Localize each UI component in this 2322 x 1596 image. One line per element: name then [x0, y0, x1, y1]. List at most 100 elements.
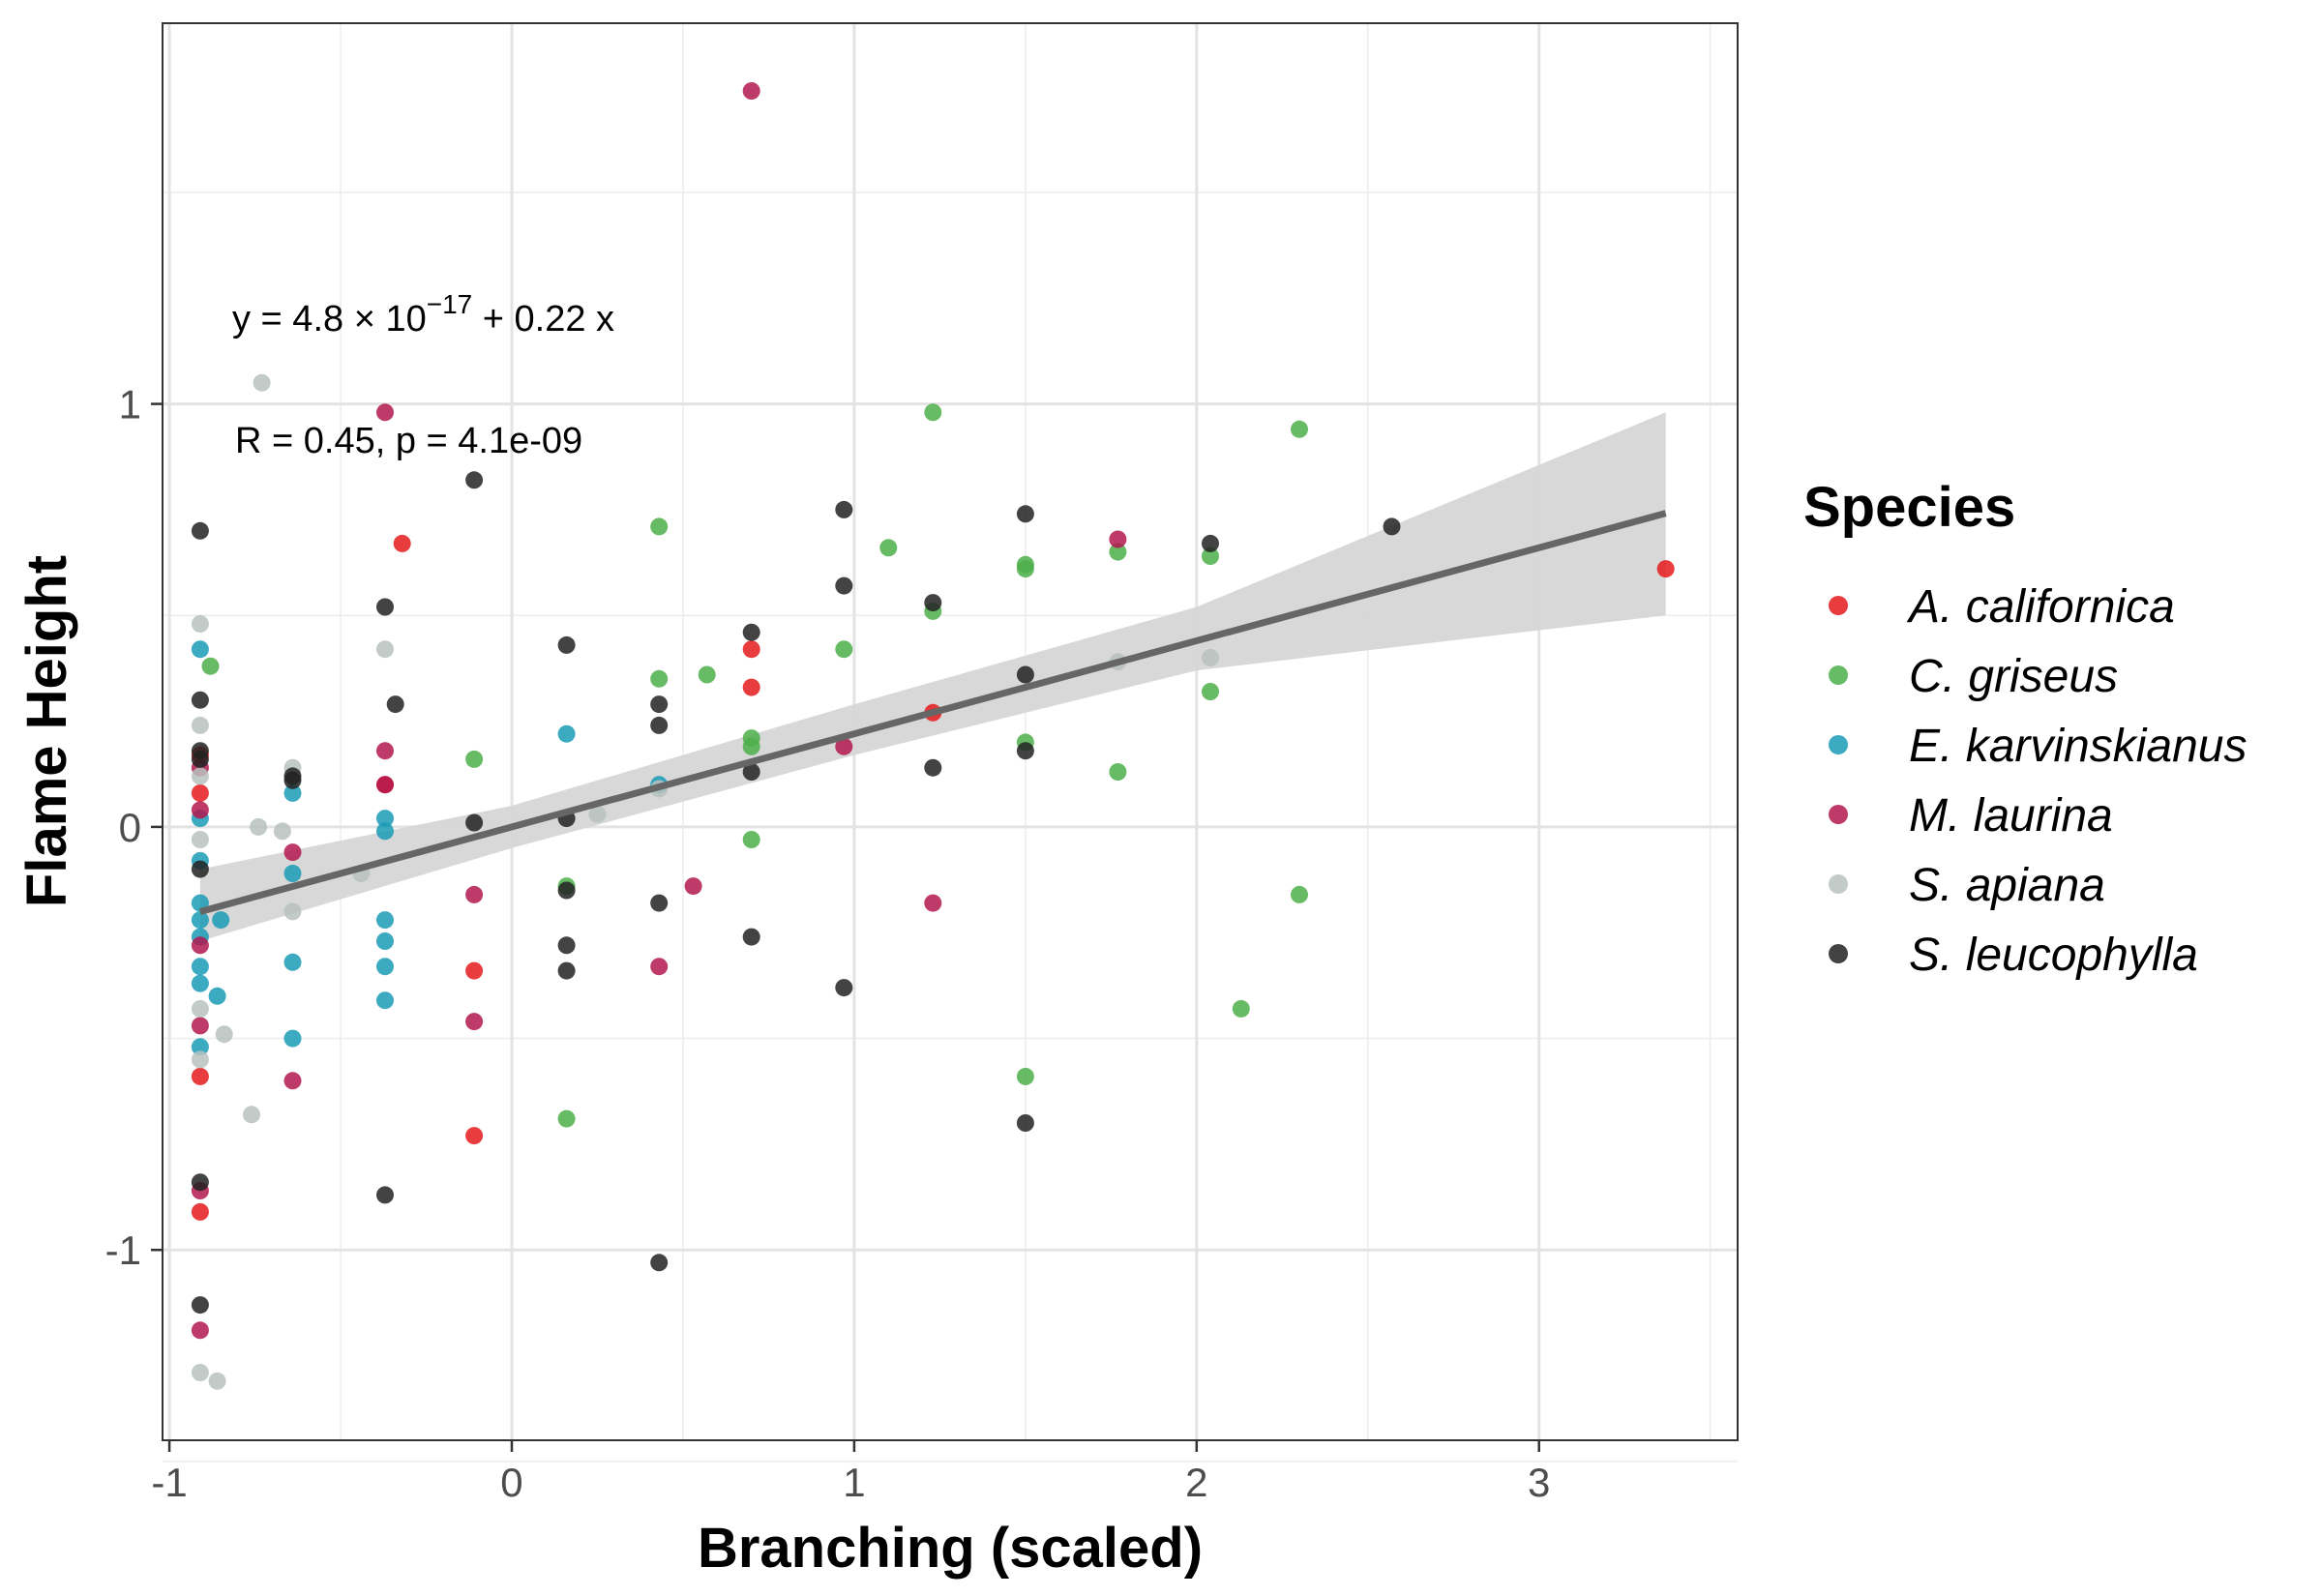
data-point [465, 961, 484, 980]
legend-label: S. leucophylla [1909, 930, 2198, 981]
data-point [742, 678, 760, 696]
data-point [924, 403, 942, 422]
x-tick-label: 2 [1185, 1460, 1207, 1505]
data-point [376, 911, 394, 930]
data-point [1016, 665, 1034, 684]
data-point [191, 974, 209, 992]
data-point [1383, 517, 1401, 536]
data-point [191, 831, 209, 848]
y-tick-label: -1 [105, 1227, 141, 1273]
data-point [376, 403, 394, 422]
data-point [191, 958, 209, 976]
data-point [557, 881, 576, 900]
legend-label: S. apiana [1909, 860, 2105, 911]
data-point [742, 623, 760, 641]
data-point [283, 902, 302, 921]
data-point [191, 801, 209, 819]
data-point [557, 724, 576, 743]
legend-swatch [1829, 735, 1848, 754]
data-point [650, 695, 669, 714]
legend-item: C. griseus [1829, 651, 2118, 702]
data-point [1202, 683, 1219, 700]
data-points [191, 82, 1675, 1390]
data-point [191, 716, 209, 734]
data-point [376, 776, 394, 794]
regression-line-group [199, 510, 1667, 915]
data-point [215, 1025, 233, 1044]
data-point [283, 865, 302, 882]
x-tick-label: 3 [1528, 1460, 1550, 1505]
data-point [742, 640, 760, 659]
data-point [191, 691, 209, 709]
data-point [191, 999, 209, 1018]
data-point [283, 783, 302, 802]
data-point [924, 758, 942, 777]
data-point [742, 763, 760, 781]
data-point [465, 1127, 484, 1145]
legend-swatch [1829, 596, 1848, 615]
data-point [1291, 885, 1308, 903]
data-point [208, 987, 226, 1005]
plot-border [162, 22, 1739, 1441]
data-point [1202, 649, 1219, 666]
y-axis-title: Flame Height [15, 555, 78, 907]
data-point [191, 1067, 209, 1085]
data-point [742, 831, 760, 848]
data-point [283, 1072, 302, 1090]
data-point [376, 991, 394, 1010]
x-axis-title: Branching (scaled) [698, 1517, 1203, 1580]
data-point [191, 750, 209, 768]
legend-swatch [1829, 874, 1848, 894]
legend-label: M. laurina [1909, 790, 2113, 842]
data-point [1202, 547, 1219, 565]
data-point [253, 373, 271, 392]
equation-exponent: −17 [427, 289, 473, 319]
data-point [465, 813, 484, 832]
data-point [1016, 1114, 1034, 1132]
data-point [191, 521, 209, 540]
data-point [1016, 1067, 1034, 1085]
data-point [557, 1109, 576, 1128]
data-point [283, 843, 302, 862]
x-tick-label: 1 [843, 1460, 865, 1505]
data-point [1109, 530, 1127, 548]
data-point [1016, 742, 1034, 760]
data-point [376, 958, 394, 976]
data-point [1016, 505, 1034, 523]
data-point [191, 1017, 209, 1035]
data-point [1109, 763, 1127, 781]
data-point [376, 810, 394, 828]
regression-line [199, 510, 1667, 915]
data-point [376, 932, 394, 950]
data-point [201, 657, 220, 675]
data-point [650, 1254, 669, 1272]
equation-prefix: y = 4.8 × 10 [232, 299, 427, 340]
regression-equation: y = 4.8 × 10−17 + 0.22 x [232, 289, 614, 340]
data-point [742, 928, 760, 946]
data-point [386, 695, 404, 714]
data-point [376, 742, 394, 760]
data-point [465, 885, 484, 903]
data-point [243, 1106, 260, 1124]
data-point [1109, 543, 1127, 561]
legend-swatch [1829, 805, 1848, 824]
data-point [835, 576, 853, 595]
data-point [191, 1321, 209, 1340]
data-point [588, 805, 607, 823]
data-point [465, 471, 484, 489]
data-point [742, 737, 760, 755]
x-tick-label: 0 [500, 1460, 522, 1505]
legend-label: C. griseus [1909, 651, 2118, 702]
data-point [924, 594, 942, 612]
data-point [684, 877, 702, 896]
data-point [698, 665, 716, 684]
data-point [1656, 560, 1675, 578]
data-point [191, 783, 209, 802]
equation-suffix: + 0.22 x [472, 299, 614, 340]
correlation-label: R = 0.45, p = 4.1e-09 [235, 421, 582, 461]
data-point [835, 979, 853, 997]
data-point [191, 1038, 209, 1056]
data-point [557, 961, 576, 980]
data-point [557, 635, 576, 654]
